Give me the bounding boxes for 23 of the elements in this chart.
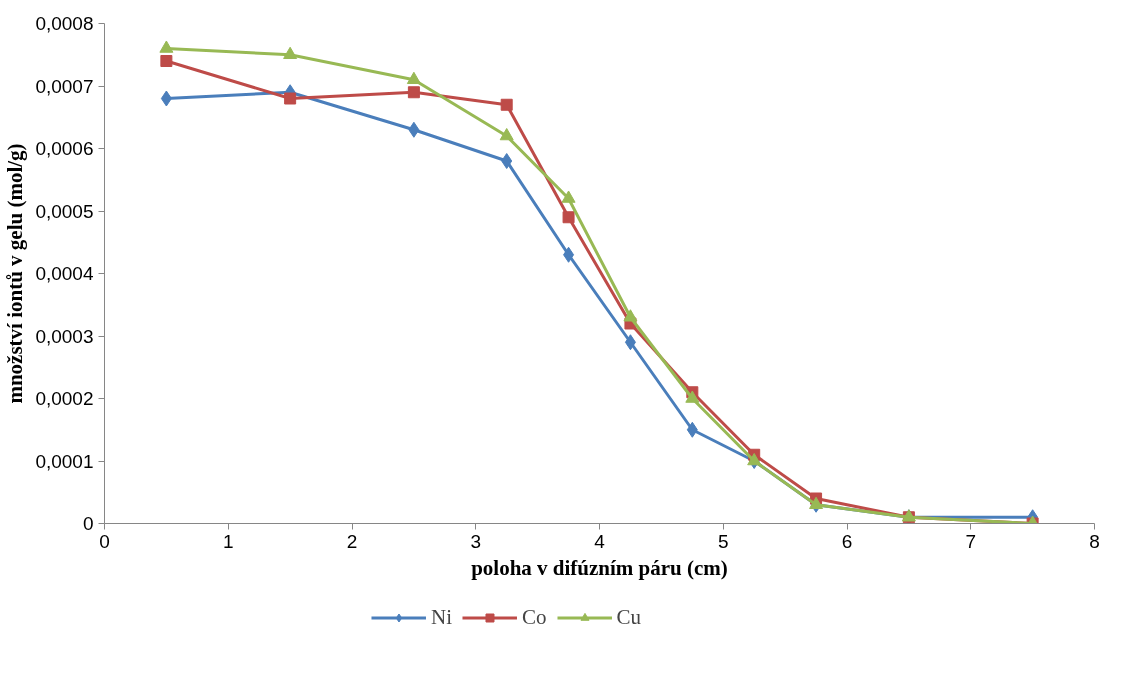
x-tick-label: 8: [1089, 530, 1100, 552]
x-tick-label: 6: [841, 530, 853, 552]
x-axis-title: poloha v difúzním páru (cm): [471, 555, 728, 580]
x-tick-label: 3: [470, 530, 482, 552]
y-tick-label: 0,0008: [35, 13, 94, 34]
x-tick-label: 7: [965, 530, 977, 552]
y-tick-label: 0,0004: [35, 263, 94, 284]
legend-label: Ni: [430, 604, 452, 630]
y-tick-label: 0,0006: [35, 138, 94, 159]
x-tick-label: 2: [346, 530, 358, 552]
x-tick-label: 0: [99, 530, 110, 552]
y-axis-title: množství iontů v gelu (mol/g): [3, 143, 28, 404]
legend-label: Cu: [616, 604, 641, 630]
x-tick-label: 4: [594, 530, 606, 552]
legend-label: Co: [521, 604, 547, 630]
x-tick-label: 1: [222, 530, 234, 552]
y-tick-label: 0: [82, 513, 94, 534]
y-tick-label: 0,0007: [35, 75, 94, 97]
y-tick-label: 0,0001: [35, 450, 94, 472]
y-tick-label: 0,0003: [35, 325, 94, 347]
y-tick-label: 0,0005: [35, 200, 94, 222]
y-tick-label: 0,0002: [35, 388, 94, 409]
x-tick-label: 5: [717, 530, 729, 552]
